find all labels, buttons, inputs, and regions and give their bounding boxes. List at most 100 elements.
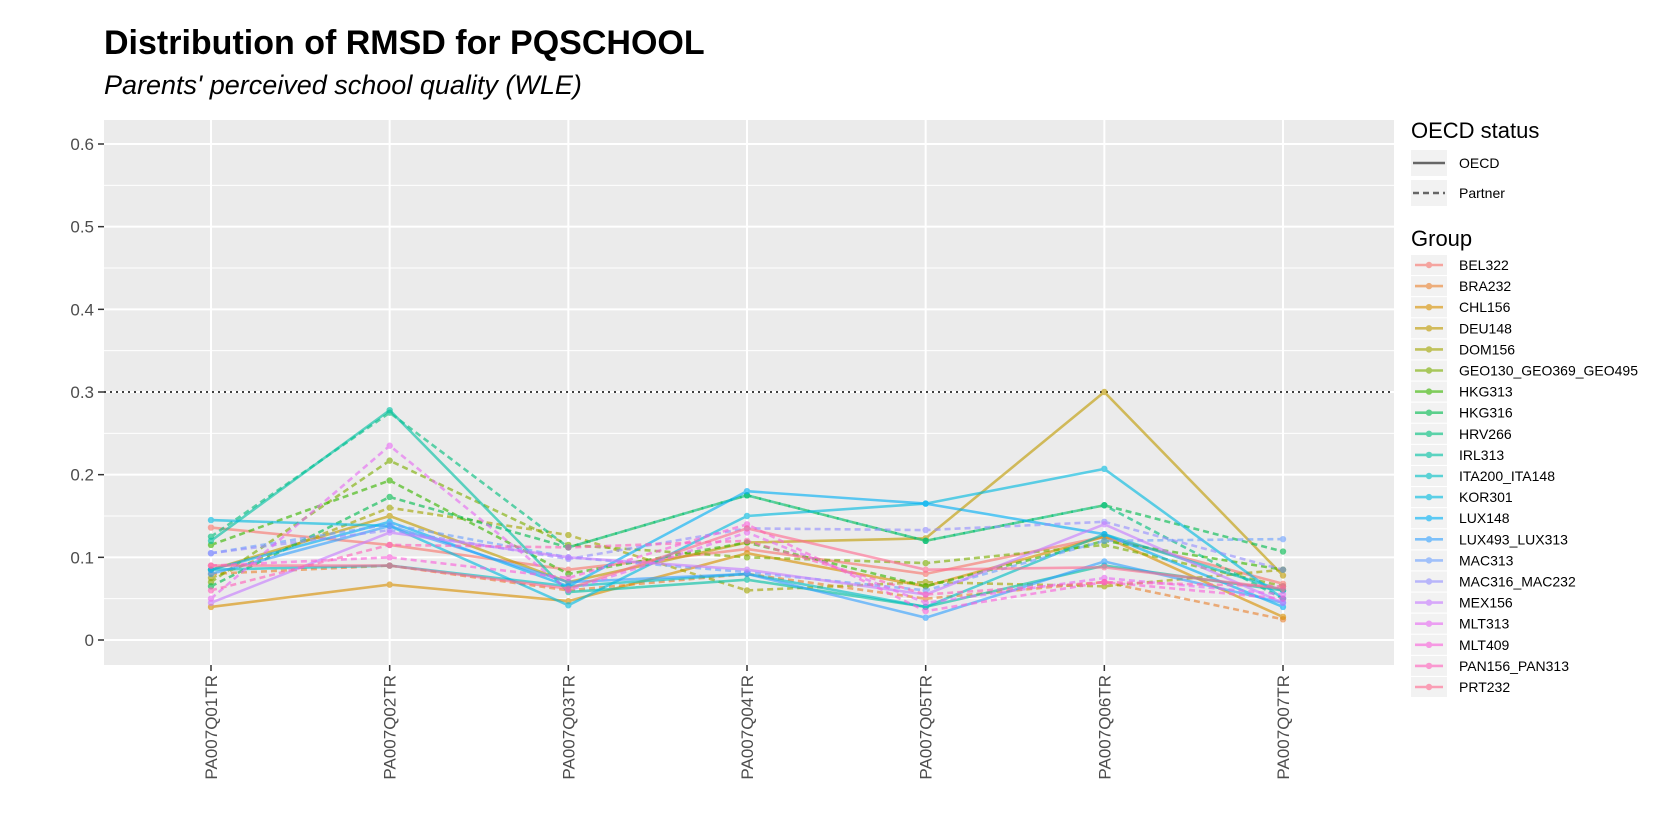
legend-group-label: HRV266 — [1459, 426, 1512, 442]
legend-key-point — [1425, 261, 1433, 269]
legend-group-key — [1415, 409, 1443, 416]
y-tick-label: 0.4 — [70, 300, 94, 319]
data-point — [207, 595, 215, 602]
data-point — [386, 477, 393, 484]
data-point — [565, 585, 572, 592]
chart-title: Distribution of RMSD for PQSCHOOL — [104, 24, 705, 62]
legend-key-point — [1425, 599, 1433, 606]
data-point — [922, 566, 929, 573]
data-point — [207, 570, 215, 578]
data-point — [386, 529, 393, 536]
legend-group-key — [1415, 515, 1443, 522]
data-point — [1101, 502, 1108, 509]
legend: OECD status OECD Partner Group BEL322 BRA232 C… — [1411, 118, 1638, 697]
data-point — [922, 591, 929, 598]
x-axis: PA007Q01TR PA007Q02TR PA007Q03TR PA007Q04TR… — [202, 665, 1293, 780]
y-tick-label: 0 — [85, 631, 94, 650]
legend-status-label: Partner — [1459, 185, 1505, 201]
legend-group-label: PRT232 — [1459, 679, 1510, 695]
data-point — [207, 587, 215, 594]
legend-key-point — [1425, 515, 1433, 522]
x-tick-label: PA007Q07TR — [1274, 675, 1293, 780]
data-point — [386, 541, 393, 549]
data-point — [922, 599, 929, 606]
data-point — [1101, 521, 1108, 528]
legend-key-point — [1425, 346, 1433, 353]
legend-key-point — [1425, 620, 1433, 627]
data-point — [743, 554, 751, 561]
legend-group-label: MAC313 — [1459, 552, 1514, 568]
legend-key-point — [1425, 282, 1433, 290]
data-point — [743, 488, 751, 495]
legend-key-point — [1425, 641, 1433, 648]
x-tick-label: PA007Q03TR — [559, 675, 578, 780]
data-point — [386, 442, 393, 449]
legend-key-point — [1425, 536, 1433, 543]
legend-group-key — [1415, 282, 1443, 290]
legend-group-label: MEX156 — [1459, 595, 1513, 611]
data-point — [1101, 578, 1108, 586]
data-point — [386, 581, 393, 588]
data-point — [207, 562, 215, 569]
legend-key-point — [1425, 388, 1433, 395]
data-point — [1101, 537, 1108, 544]
data-point — [1101, 530, 1108, 538]
legend-group-key — [1415, 304, 1443, 311]
data-point — [207, 524, 215, 531]
data-point — [1279, 595, 1287, 602]
data-point — [922, 537, 929, 544]
x-tick-label: PA007Q04TR — [738, 675, 757, 780]
legend-group-label: BEL322 — [1459, 257, 1509, 273]
data-point — [386, 512, 393, 520]
data-point — [1101, 388, 1108, 396]
data-point — [386, 504, 393, 511]
legend-group-label: IRL313 — [1459, 447, 1504, 463]
data-point — [386, 554, 393, 561]
legend-group-key — [1415, 451, 1443, 459]
legend-key-point — [1425, 430, 1433, 437]
legend-key-point — [1425, 304, 1433, 311]
legend-key-point — [1425, 451, 1433, 459]
legend-group-key — [1415, 599, 1443, 606]
chart-subtitle: Parents' perceived school quality (WLE) — [104, 70, 582, 100]
legend-group-key — [1415, 346, 1443, 353]
legend-group-label: LUX148 — [1459, 510, 1510, 526]
legend-group-key — [1415, 367, 1443, 374]
legend-key-point — [1425, 662, 1433, 670]
data-point — [922, 559, 929, 567]
data-point — [565, 531, 572, 539]
legend-group-label: HKG313 — [1459, 384, 1513, 400]
data-point — [386, 521, 393, 528]
data-point — [1279, 535, 1287, 543]
legend-group-label: MAC316_MAC232 — [1459, 574, 1576, 590]
legend-group-key — [1415, 536, 1443, 543]
y-axis: 0 0.1 0.2 0.3 0.4 0.5 0.6 — [70, 135, 104, 650]
data-point — [743, 576, 751, 583]
data-point — [386, 406, 393, 414]
data-point — [743, 525, 751, 532]
legend-group-label: DOM156 — [1459, 341, 1515, 357]
data-point — [386, 457, 393, 464]
legend-group-label: CHL156 — [1459, 299, 1511, 315]
legend-group-key — [1415, 683, 1443, 691]
legend-group-label: LUX493_LUX313 — [1459, 531, 1568, 547]
legend-status-title: OECD status — [1411, 118, 1539, 143]
y-tick-label: 0.3 — [70, 383, 94, 402]
data-point — [1279, 613, 1287, 621]
legend-group-key — [1415, 261, 1443, 269]
legend-group-key — [1415, 388, 1443, 395]
y-tick-label: 0.2 — [70, 466, 94, 485]
legend-group-key — [1415, 472, 1443, 480]
x-tick-label: PA007Q02TR — [381, 675, 400, 780]
legend-key-point — [1425, 578, 1433, 585]
data-point — [743, 537, 751, 544]
legend-group-label: DEU148 — [1459, 320, 1512, 336]
legend-group-label: GEO130_GEO369_GEO495 — [1459, 363, 1638, 379]
legend-group-label: MLT409 — [1459, 637, 1510, 653]
legend-key-point — [1425, 493, 1433, 501]
legend-group-label: MLT313 — [1459, 616, 1510, 632]
legend-group-key — [1415, 641, 1443, 648]
data-point — [743, 512, 751, 520]
data-point — [743, 566, 751, 573]
legend-key-point — [1425, 367, 1433, 374]
